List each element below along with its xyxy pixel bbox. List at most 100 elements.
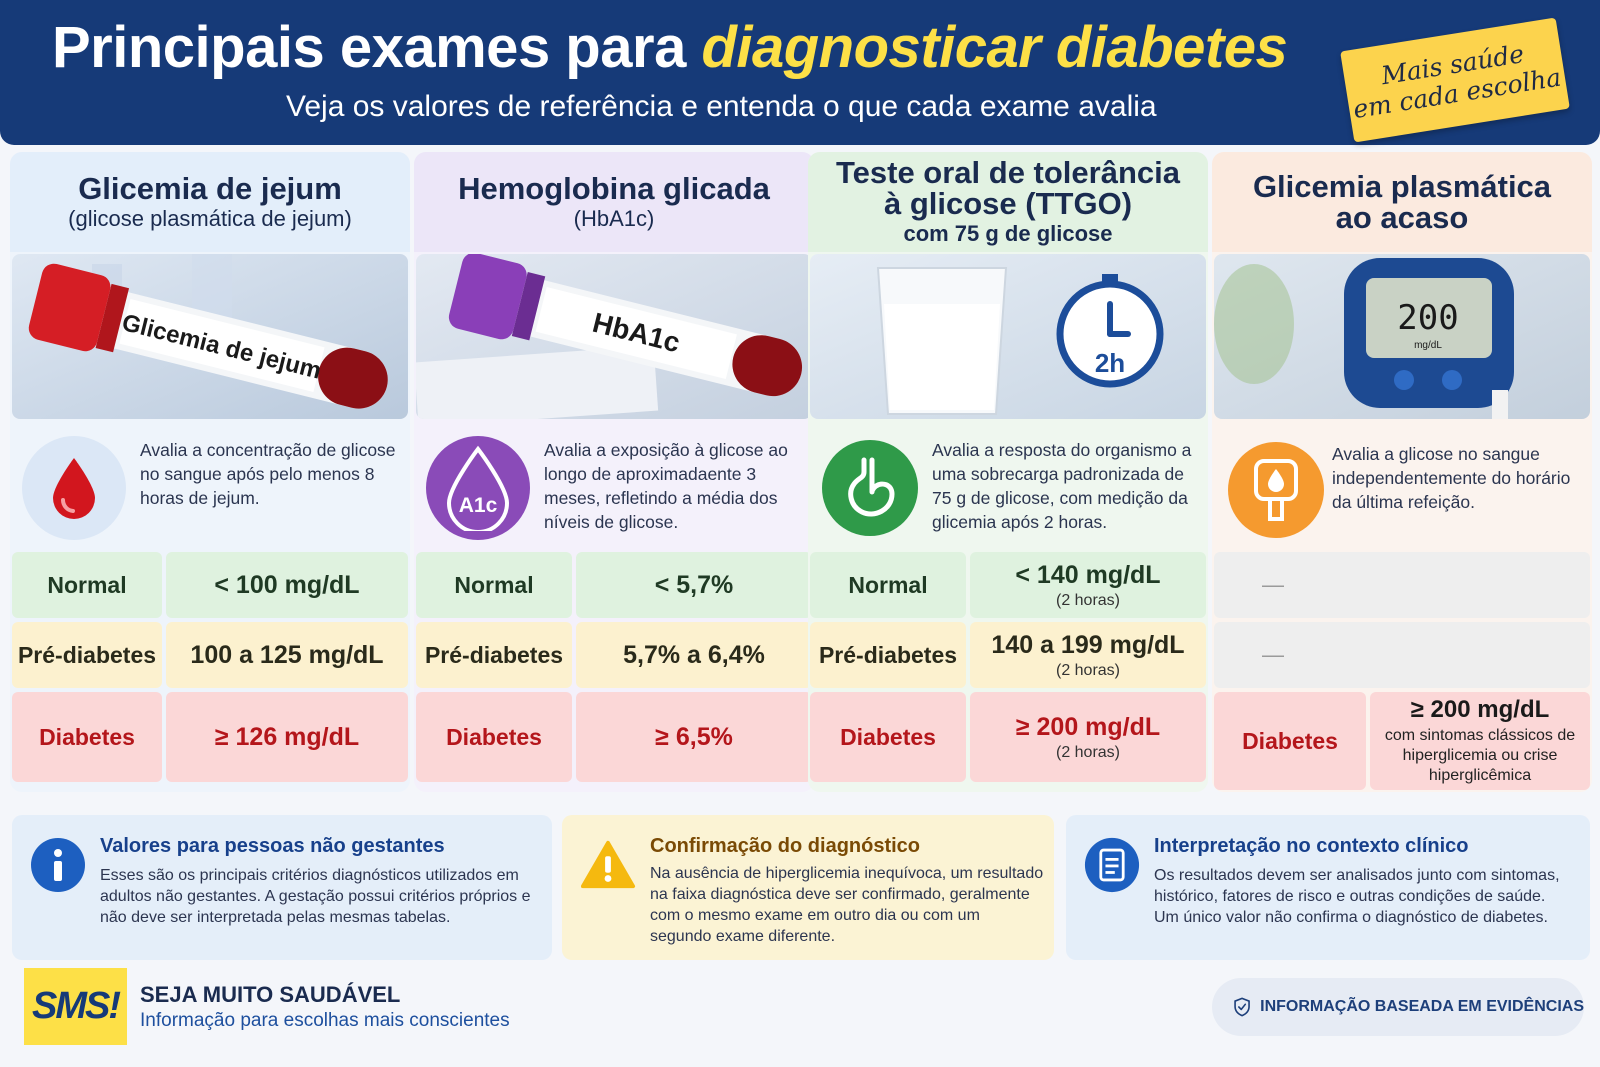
empty-normal-cell: — <box>1214 552 1590 618</box>
card-header: Hemoglobina glicada (HbA1c) <box>414 152 814 252</box>
value-note: (2 horas) <box>1055 743 1121 761</box>
card-title: Glicemia de jejum <box>78 170 342 206</box>
table-row: Pré-diabetes 140 a 199 mg/dL (2 horas) <box>810 622 1206 688</box>
row-value-diabetes: ≥ 200 mg/dL (2 horas) <box>970 692 1206 782</box>
value-text: < 140 mg/dL <box>1015 560 1161 589</box>
warning-icon <box>580 837 636 893</box>
a1c-icon-text: A1c <box>459 494 498 517</box>
table-row: Pré-diabetes 5,7% a 6,4% <box>416 622 812 688</box>
meter-unit: mg/dL <box>1414 340 1442 351</box>
value-text: 100 a 125 mg/dL <box>190 640 384 669</box>
table-row: Pré-diabetes 100 a 125 mg/dL <box>12 622 408 688</box>
reference-table: Normal < 5,7% Pré-diabetes 5,7% a 6,4% D… <box>416 552 812 786</box>
card-description: Avalia a concentração de glicose no sang… <box>140 440 396 509</box>
shield-check-icon <box>1234 997 1250 1017</box>
value-note: (2 horas) <box>1055 661 1121 679</box>
row-value-normal: < 100 mg/dL <box>166 552 408 618</box>
exam-card-hba1c: Hemoglobina glicada (HbA1c) HbA1c A1c Av… <box>414 152 814 792</box>
row-label-prediabetes: Pré-diabetes <box>12 622 162 688</box>
table-row: Diabetes ≥ 200 mg/dL com sintomas clássic… <box>1214 692 1590 790</box>
reference-table: Normal < 100 mg/dL Pré-diabetes 100 a 12… <box>12 552 408 786</box>
card-description-row: A1c Avalia a exposição à glicose ao long… <box>414 424 814 544</box>
row-value-prediabetes: 5,7% a 6,4% <box>576 622 812 688</box>
info-title: Valores para pessoas não gestantes <box>100 835 445 857</box>
glucose-meter-icon <box>1228 442 1324 538</box>
table-row: Diabetes ≥ 126 mg/dL <box>12 692 408 782</box>
timer-label: 2h <box>1095 348 1125 378</box>
value-note: (2 horas) <box>1055 591 1121 609</box>
row-label-normal: Normal <box>12 552 162 618</box>
value-text: < 100 mg/dL <box>214 570 360 599</box>
title-highlight: diagnosticar diabetes <box>701 15 1288 80</box>
value-text: ≥ 6,5% <box>655 722 733 751</box>
row-label-normal: Normal <box>810 552 966 618</box>
page-subtitle: Veja os valores de referência e entenda … <box>286 90 1157 123</box>
info-title: Interpretação no contexto clínico <box>1154 835 1469 857</box>
reference-table: — — Diabetes ≥ 200 mg/dL com sintomas clá… <box>1214 552 1590 792</box>
title-main: Principais exames para <box>52 15 702 80</box>
table-row: — <box>1214 622 1590 688</box>
card-header: Glicemia de jejum (glicose plasmática de… <box>10 152 410 252</box>
card-description: Avalia a glicose no sangue independentem… <box>1332 444 1571 513</box>
info-text: Os resultados devem ser analisados junto… <box>1154 867 1560 927</box>
card-description: Avalia a resposta do organismo a uma sob… <box>932 440 1192 533</box>
table-row: Diabetes ≥ 200 mg/dL (2 horas) <box>810 692 1206 782</box>
glass-timer-photo: 2h <box>810 254 1206 419</box>
reference-table: Normal < 140 mg/dL (2 horas) Pré-diabetes… <box>810 552 1206 786</box>
blood-drop-icon <box>22 436 126 540</box>
card-subtitle: com 75 g de glicose <box>903 221 1113 246</box>
card-header: Teste oral de tolerância à glicose (TTGO… <box>808 152 1208 252</box>
card-subtitle: (HbA1c) <box>573 205 655 231</box>
blood-tube-photo: Glicemia de jejum <box>12 254 408 419</box>
info-title: Confirmação do diagnóstico <box>650 835 921 857</box>
table-row: — <box>1214 552 1590 618</box>
blood-tube-photo: HbA1c <box>416 254 812 419</box>
brand-tagline: Informação para escolhas mais consciente… <box>140 1010 510 1031</box>
row-label-diabetes: Diabetes <box>1214 692 1366 790</box>
card-title: Hemoglobina glicada <box>458 170 770 206</box>
table-row: Normal < 100 mg/dL <box>12 552 408 618</box>
info-box-non-pregnant: Valores para pessoas não gestantes Esses… <box>12 815 552 960</box>
exam-card-random-glucose: Glicemia plasmática ao acaso 200 mg/dL A… <box>1212 152 1592 792</box>
a1c-drop-icon: A1c <box>426 436 530 540</box>
info-box-clinical-context: Interpretação no contexto clínico Os res… <box>1066 815 1590 960</box>
evidence-badge: INFORMAÇÃO BASEADA EM EVIDÊNCIAS <box>1212 978 1584 1036</box>
value-text: 140 a 199 mg/dL <box>991 630 1185 659</box>
page-title: Principais exames para diagnosticar diab… <box>52 14 1288 81</box>
table-row: Normal < 140 mg/dL (2 horas) <box>810 552 1206 618</box>
row-value-prediabetes: 100 a 125 mg/dL <box>166 622 408 688</box>
header-banner: Principais exames para diagnosticar diab… <box>0 0 1600 145</box>
empty-prediabetes-cell: — <box>1214 622 1590 688</box>
value-text: ≥ 200 mg/dL <box>1015 712 1161 741</box>
sms-logo: SMS! <box>24 968 127 1045</box>
row-label-diabetes: Diabetes <box>810 692 966 782</box>
card-description-row: Avalia a glicose no sangue independentem… <box>1212 424 1592 544</box>
row-label-diabetes: Diabetes <box>12 692 162 782</box>
card-subtitle: (glicose plasmática de jejum) <box>68 205 352 231</box>
card-description: Avalia a exposição à glicose ao longo de… <box>544 440 788 533</box>
meter-value: 200 <box>1397 298 1458 338</box>
card-title: Glicemia plasmática ao acaso <box>1252 169 1552 235</box>
row-value-diabetes: ≥ 6,5% <box>576 692 812 782</box>
info-box-confirmation: Confirmação do diagnóstico Na ausência d… <box>562 815 1054 960</box>
value-text: ≥ 126 mg/dL <box>214 722 360 751</box>
document-icon <box>1084 837 1140 893</box>
row-value-diabetes: ≥ 126 mg/dL <box>166 692 408 782</box>
info-text: Esses são os principais critérios diagnó… <box>100 867 531 927</box>
glucose-meter-photo: 200 mg/dL <box>1214 254 1590 419</box>
value-text: 5,7% a 6,4% <box>623 640 765 669</box>
row-label-diabetes: Diabetes <box>416 692 572 782</box>
info-icon <box>30 837 86 893</box>
row-label-normal: Normal <box>416 552 572 618</box>
exam-card-fasting-glucose: Glicemia de jejum (glicose plasmática de… <box>10 152 410 792</box>
table-row: Diabetes ≥ 6,5% <box>416 692 812 782</box>
card-title: Teste oral de tolerância à glicose (TTGO… <box>836 155 1180 221</box>
card-description-row: Avalia a concentração de glicose no sang… <box>10 424 410 544</box>
row-value-normal: < 140 mg/dL (2 horas) <box>970 552 1206 618</box>
brand-name: SEJA MUITO SAUDÁVEL <box>140 982 401 1007</box>
info-text: Na ausência de hiperglicemia inequívoca,… <box>650 865 1044 946</box>
exam-card-ogtt: Teste oral de tolerância à glicose (TTGO… <box>808 152 1208 792</box>
value-text: < 5,7% <box>654 570 734 599</box>
row-label-prediabetes: Pré-diabetes <box>416 622 572 688</box>
value-note: com sintomas clássicos de hiperglicemia … <box>1384 727 1576 784</box>
